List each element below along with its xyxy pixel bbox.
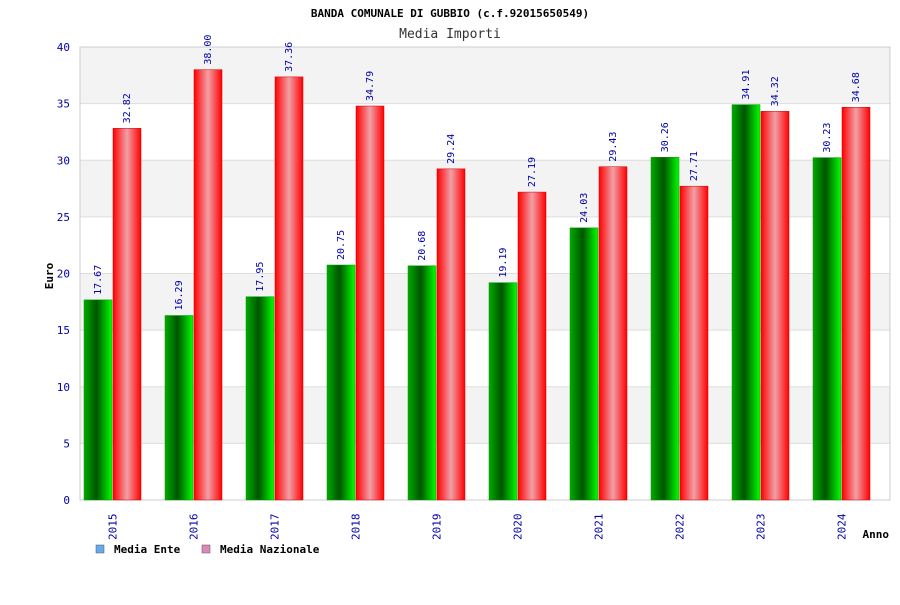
- bar-media-ente: [245, 296, 275, 501]
- bar-value-label: 29.43: [608, 132, 619, 162]
- bar-value-label: 17.67: [93, 265, 104, 295]
- bar-media-nazionale: [274, 76, 304, 501]
- bar-value-label: 34.32: [770, 76, 781, 106]
- bar-media-nazionale: [841, 106, 871, 501]
- bar-value-label: 17.95: [255, 262, 266, 292]
- y-axis-ticks: 0 5 10 15 20 25 30 35 40: [57, 41, 70, 507]
- plot-border: [79, 46, 891, 501]
- bar-value-label: 20.68: [417, 231, 428, 261]
- x-axis-label: Anno: [863, 528, 890, 541]
- bar-media-ente: [731, 104, 761, 501]
- bar-media-nazionale: [760, 111, 790, 501]
- legend: Media Ente Media Nazionale: [95, 543, 320, 556]
- y-tick-label: 25: [57, 211, 70, 224]
- y-axis-label: Euro: [43, 262, 56, 289]
- bar-value-label: 30.26: [660, 122, 671, 152]
- bar-media-ente: [488, 282, 518, 501]
- x-tick-label: 2019: [431, 514, 444, 541]
- bar-media-ente: [650, 157, 680, 501]
- bar-value-label: 24.03: [579, 193, 590, 223]
- x-tick-label: 2022: [674, 514, 687, 541]
- value-labels-group: 17.67 32.82 16.29 38.00 17.95 37.36 20.75 34.79…: [93, 35, 862, 311]
- bar-value-label: 34.68: [851, 72, 862, 102]
- y-tick-label: 0: [63, 494, 70, 507]
- bar-value-label: 27.71: [689, 151, 700, 181]
- y-tick-label: 20: [57, 268, 70, 281]
- y-tick-label: 15: [57, 324, 70, 337]
- bars-group: [83, 69, 871, 501]
- bar-media-nazionale: [679, 185, 709, 501]
- bar-media-nazionale: [598, 166, 628, 501]
- bar-media-nazionale: [193, 69, 223, 501]
- bar-value-label: 34.79: [365, 71, 376, 101]
- x-tick-label: 2016: [188, 514, 201, 541]
- x-tick-label: 2017: [269, 514, 282, 541]
- bar-value-label: 38.00: [203, 35, 214, 65]
- bar-value-label: 27.19: [527, 157, 538, 187]
- y-tick-label: 40: [57, 41, 70, 54]
- bar-media-ente: [812, 157, 842, 501]
- x-tick-label: 2018: [350, 514, 363, 541]
- y-tick-label: 5: [63, 437, 70, 450]
- x-tick-label: 2023: [755, 514, 768, 541]
- legend-label: Media Ente: [114, 543, 181, 556]
- x-tick-label: 2020: [512, 514, 525, 541]
- x-axis-ticks: 2015 2016 2017 2018 2019 2020 2021 2022 2023 2024: [107, 513, 849, 540]
- x-tick-label: 2015: [107, 514, 120, 541]
- y-tick-label: 30: [57, 154, 70, 167]
- chart-title: BANDA COMUNALE DI GUBBIO (c.f.9201565054…: [311, 7, 589, 20]
- bar-media-ente: [569, 227, 599, 501]
- bar-media-ente: [164, 315, 194, 501]
- bar-media-nazionale: [355, 105, 385, 501]
- bar-media-ente: [407, 265, 437, 501]
- bar-value-label: 20.75: [336, 230, 347, 260]
- bar-value-label: 34.91: [741, 70, 752, 100]
- bar-media-ente: [326, 264, 356, 501]
- bar-value-label: 29.24: [446, 134, 457, 164]
- bar-value-label: 19.19: [498, 248, 509, 278]
- x-tick-label: 2021: [593, 514, 606, 541]
- bar-value-label: 37.36: [284, 42, 295, 72]
- bar-media-nazionale: [436, 168, 466, 501]
- bar-value-label: 16.29: [174, 280, 185, 310]
- chart-subtitle: Media Importi: [399, 27, 501, 42]
- y-tick-label: 35: [57, 98, 70, 111]
- bar-value-label: 32.82: [122, 93, 133, 123]
- legend-swatch: [201, 544, 211, 554]
- legend-label: Media Nazionale: [220, 543, 320, 556]
- legend-swatch: [95, 544, 105, 554]
- bar-media-nazionale: [517, 191, 547, 501]
- x-tick-label: 2024: [836, 513, 849, 540]
- bar-media-nazionale: [112, 128, 142, 501]
- y-tick-label: 10: [57, 381, 70, 394]
- bar-media-ente: [83, 299, 113, 501]
- bar-value-label: 30.23: [822, 123, 833, 153]
